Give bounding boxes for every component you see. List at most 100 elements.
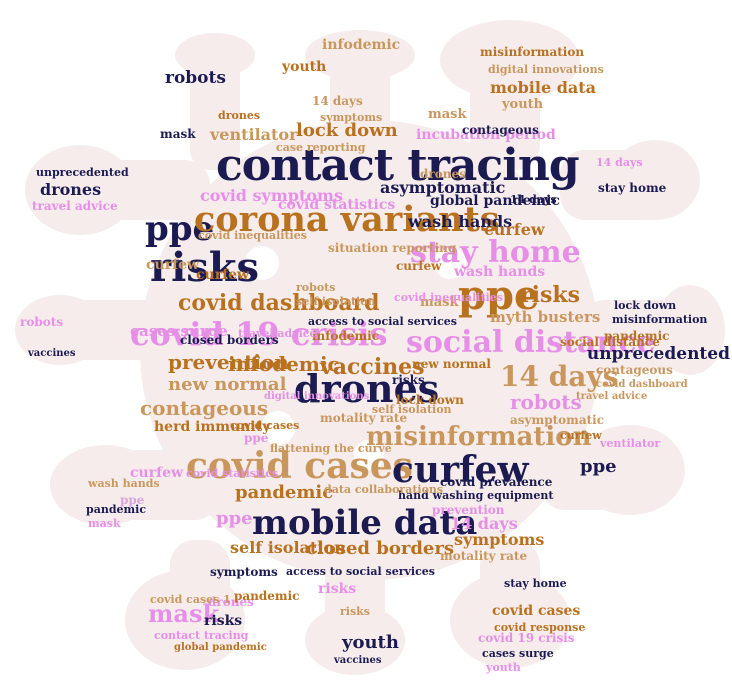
word-curfew-4: curfew bbox=[196, 267, 250, 283]
word-mask-2: mask bbox=[420, 295, 459, 310]
word-contageous-3: contageous bbox=[462, 123, 539, 137]
word-risks-5: risks bbox=[340, 605, 370, 618]
word-covid-19-crisis-2: covid 19 crisis bbox=[478, 631, 575, 645]
word-unprecedented: unprecedented bbox=[586, 344, 730, 364]
word-contact-tracing-2: contact tracing bbox=[154, 629, 249, 642]
word-self-isolation-2: self isolation bbox=[296, 295, 376, 308]
word-travel-advice: travel advice bbox=[32, 199, 118, 213]
word-ppe-6: ppe bbox=[244, 431, 269, 445]
word-self-isolation: self isolation bbox=[230, 538, 346, 557]
word-covid-cases-1: covid cases 1 bbox=[150, 593, 231, 606]
word-lock-down: lock down bbox=[296, 120, 398, 141]
word-curfew-2: curfew bbox=[484, 220, 545, 239]
word-covid-cases-3: covid cases bbox=[230, 419, 300, 432]
word-mask-5: mask bbox=[88, 517, 121, 530]
word-youth-3: youth bbox=[486, 661, 521, 674]
word-stay-home: stay home bbox=[410, 235, 581, 270]
word-infodemic-2: infodemic bbox=[312, 329, 380, 343]
word-motality-rate: motality rate bbox=[320, 411, 408, 425]
word-asymptomatic-2: asymptomatic bbox=[510, 413, 605, 427]
word-mask-4: mask bbox=[428, 107, 467, 122]
word-drones-3: drones bbox=[208, 595, 254, 609]
word-pandemic-4: pandemic bbox=[86, 503, 147, 516]
word-youth-2: youth bbox=[282, 59, 327, 75]
word-14-days-3: 14 days bbox=[450, 514, 518, 533]
word-covid-response: covid response bbox=[494, 621, 586, 634]
word-mobile-data: mobile data bbox=[252, 503, 478, 543]
word-digital-innovations-2: digital innovations bbox=[264, 391, 370, 402]
word-ventilator: ventilator bbox=[600, 437, 661, 450]
word-robots: robots bbox=[510, 390, 582, 414]
word-stay-home-3: stay home bbox=[504, 577, 567, 590]
word-data-collaborations: data collaborations bbox=[324, 483, 444, 496]
word-unprecedented-2: unprecedented bbox=[36, 166, 129, 179]
word-robots-2: robots bbox=[165, 68, 226, 88]
word-14-days-2: 14 days bbox=[596, 156, 643, 169]
word-misinformation: misinformation bbox=[366, 422, 592, 452]
word-curfew: curfew bbox=[392, 449, 529, 491]
word-ppe-2: ppe bbox=[458, 272, 540, 319]
word-curfew-5: curfew bbox=[396, 259, 442, 273]
word-infodemic: infodemic bbox=[322, 37, 401, 53]
word-mask: mask bbox=[148, 599, 220, 628]
word-covid-prevalence: covid prevalence bbox=[440, 475, 553, 489]
word-myth-busters: myth busters bbox=[490, 308, 601, 326]
word-social-distance-2: social distance bbox=[560, 335, 660, 349]
word-prevention: prevention bbox=[168, 350, 289, 374]
word-covid-inequalities: covid inequalities bbox=[198, 229, 307, 242]
word-case-reporting: case reporting bbox=[276, 141, 366, 154]
word-robots-3: robots bbox=[20, 315, 64, 329]
word-risks-3: risks bbox=[392, 373, 425, 387]
word-social-services: access to social services bbox=[308, 315, 457, 328]
word-travel-advice-3: travel advice bbox=[238, 327, 317, 340]
word-mask-3: mask bbox=[160, 127, 196, 141]
word-lock-down-3: lock down bbox=[614, 299, 677, 312]
word-youth-4: youth bbox=[502, 97, 544, 112]
word-drones-5: drones bbox=[420, 167, 466, 181]
word-wash-hands-2: wash hands bbox=[454, 264, 546, 280]
word-curfew-3: curfew bbox=[130, 465, 184, 481]
word-risks-6: risks bbox=[204, 613, 243, 629]
word-covid-dashboard: covid dashboard bbox=[178, 290, 380, 316]
word-covid-19-crisis: covid 19 crisis bbox=[130, 315, 388, 353]
word-digital-innovations: digital innovations bbox=[488, 63, 604, 76]
word-cases-surge-2: cases surge bbox=[482, 647, 554, 660]
word-flattening-the-curve: flattening the curve bbox=[270, 442, 392, 455]
word-curfew-6: curfew bbox=[146, 257, 200, 273]
word-14-days-4: 14 days bbox=[312, 94, 363, 108]
word-pandemic: pandemic bbox=[235, 482, 334, 503]
word-14-days-5: 14 days bbox=[510, 193, 557, 206]
word-drones-2: drones bbox=[40, 180, 102, 199]
word-risks: risks bbox=[150, 244, 260, 291]
word-stay-home-2: stay home bbox=[598, 181, 667, 195]
word-self-isolation-3: self isolation bbox=[372, 403, 452, 416]
word-covid-dashboard-2: covid dashboard bbox=[596, 379, 688, 390]
word-cases-surge: cases surge bbox=[130, 322, 228, 340]
word-asymptomatic: asymptomatic bbox=[380, 178, 506, 197]
word-global-pandemic-2: global pandemic bbox=[174, 642, 267, 653]
word-contageous: contageous bbox=[140, 396, 269, 420]
word-covid-cases: covid cases bbox=[186, 445, 413, 487]
word-pandemic-2: pandemic bbox=[604, 329, 670, 343]
word-new-normal: new normal bbox=[168, 374, 287, 395]
word-covid-symptoms: covid symptoms bbox=[200, 186, 343, 205]
word-symptoms: symptoms bbox=[454, 530, 545, 549]
word-ppe: ppe bbox=[145, 209, 215, 249]
word-closed-borders-2: closed borders bbox=[180, 333, 279, 347]
word-mobile-data-2: mobile data bbox=[490, 78, 597, 97]
word-covid-cases-2: covid cases bbox=[492, 603, 581, 619]
word-vaccines-2: vaccines bbox=[28, 348, 76, 359]
word-covid-statistics-2: covid statistics bbox=[186, 467, 279, 480]
word-contact-tracing: contact tracing bbox=[216, 140, 580, 191]
word-ppe-3: ppe bbox=[580, 456, 617, 477]
word-global-pandemic: global pandemic bbox=[430, 193, 560, 209]
word-access-to-social-services: access to social services bbox=[286, 565, 435, 578]
word-vaccines: vaccines bbox=[320, 354, 425, 380]
word-lock-down-2: lock down bbox=[396, 393, 464, 407]
word-misinformation-3: misinformation bbox=[612, 313, 708, 326]
word-incubation-period: incubation period bbox=[416, 127, 556, 143]
word-social-distance: social distance bbox=[406, 325, 656, 360]
word-youth: youth bbox=[342, 632, 399, 653]
